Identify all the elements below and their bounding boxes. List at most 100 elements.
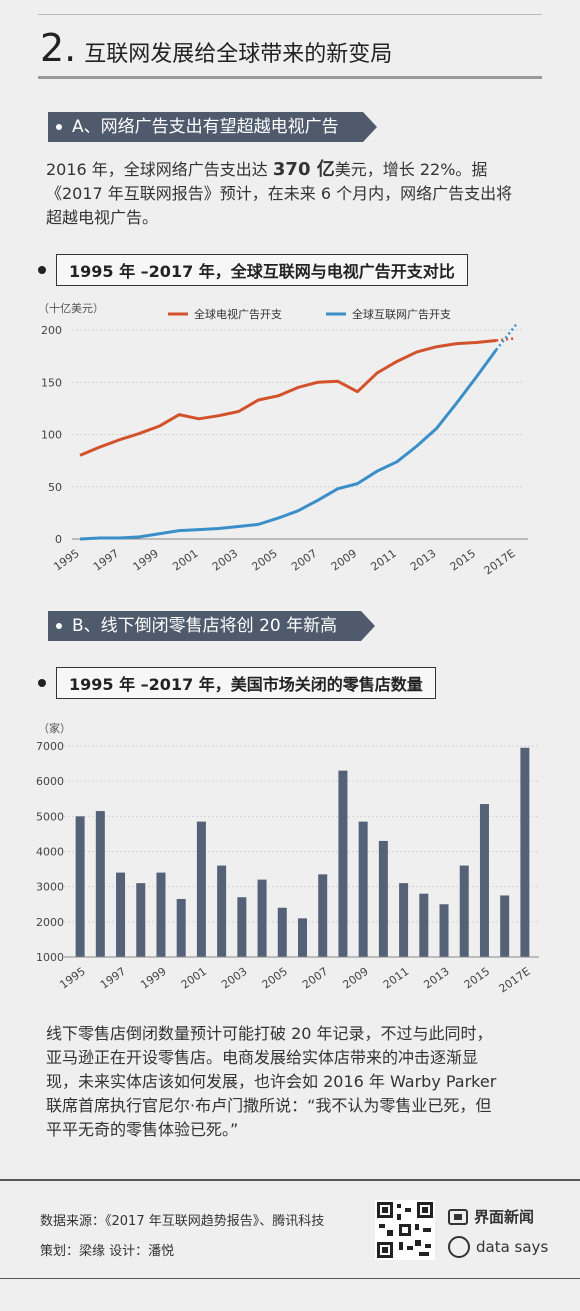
x-tick-label: 2003: [219, 965, 249, 992]
brand-name-2: data says: [476, 1238, 549, 1256]
brand-logo-datasays: data says: [448, 1236, 548, 1258]
bar: [237, 897, 247, 957]
paragraph-b-line: 现，未来实体店该如何发展，也许会如 2016 年 Warby Parker: [46, 1072, 497, 1091]
bar: [318, 874, 328, 957]
line-chart: （十亿美元） 0 50 100 150 200 1995 1997 1999 2001 2003 20…: [38, 301, 528, 578]
bar: [116, 872, 126, 957]
data-source: 数据来源：《2017 年互联网趋势报告》、腾讯科技: [40, 1214, 325, 1229]
series-projection-line: [496, 337, 517, 342]
y-tick-label: 7000: [36, 740, 64, 753]
x-tick-label: 2003: [210, 547, 240, 574]
x-tick-label: 1995: [51, 547, 81, 574]
bar: [358, 821, 368, 957]
bar: [439, 904, 449, 957]
series-projection-line: [495, 324, 517, 351]
paragraph-b: 线下零售店倒闭数量预计可能打破 20 年记录，不过与此同时， 亚马逊正在开设零售…: [46, 1022, 540, 1142]
x-tick-label: 2011: [368, 547, 398, 574]
x-tick-label: 1995: [57, 965, 87, 992]
x-tick-label: 2001: [179, 965, 209, 992]
legend-label: 全球互联网广告开支: [352, 307, 451, 321]
y-tick-label: 200: [41, 324, 62, 337]
x-tick-label: 2009: [340, 965, 370, 992]
x-tick-label: 2007: [289, 547, 319, 574]
x-tick-label: 2015: [462, 965, 492, 992]
bar: [399, 883, 409, 957]
x-tick-label: 1997: [98, 965, 128, 992]
bar: [257, 879, 267, 957]
y-axis-label: （家）: [38, 721, 71, 735]
subsection-tag-a: A、网络广告支出有望超越电视广告: [48, 112, 377, 142]
x-tick-label: 2017E: [482, 547, 518, 578]
x-tick-label: 2001: [170, 547, 200, 574]
datasays-logo-icon: [448, 1236, 470, 1258]
chart1-title: 1995 年 –2017 年，全球互联网与电视广告开支对比: [38, 254, 468, 286]
bar: [196, 821, 206, 957]
y-tick-label: 0: [55, 533, 62, 546]
bar-chart: （家） 1000 2000 3000 4000 5000 6000 7000 1995 1997 1…: [36, 721, 539, 996]
bar: [520, 747, 530, 957]
y-tick-label: 100: [41, 429, 62, 442]
paragraph-b-line: 亚马逊正在开设零售店。电商发展给实体店带来的冲击逐渐显: [46, 1048, 479, 1067]
bar: [378, 840, 388, 957]
x-tick-label: 2009: [329, 547, 359, 574]
paragraph-b-line: 联席首席执行官尼尔·布卢门撒所说：“我不认为零售业已死，但: [46, 1096, 492, 1115]
y-tick-label: 3000: [36, 881, 64, 894]
brand-logo-jiemian: 界面新闻: [448, 1206, 534, 1227]
section-rule: [38, 76, 542, 79]
y-tick-label: 150: [41, 376, 62, 389]
legend-label: 全球电视广告开支: [194, 307, 282, 321]
bar: [217, 865, 227, 957]
qr-code: [375, 1200, 435, 1260]
brand-name: 界面新闻: [474, 1208, 535, 1226]
paragraph-a: 2016 年，全球网络广告支出达 370 亿美元，增长 22%。据 《2017 …: [46, 158, 540, 230]
bar: [95, 811, 105, 957]
bar: [459, 865, 469, 957]
x-tick-label: 2013: [421, 965, 451, 992]
bar: [277, 907, 287, 957]
series-line: [79, 338, 497, 457]
section-number: 2.: [40, 26, 77, 70]
y-axis-label: （十亿美元）: [38, 301, 104, 315]
x-tick-label: 1999: [138, 965, 168, 992]
bullet-dot: [38, 266, 46, 274]
bullet-dot: [38, 679, 46, 687]
y-tick-label: 1000: [36, 951, 64, 964]
footer-divider-bottom: [0, 1278, 580, 1279]
chart1-title-text: 1995 年 –2017 年，全球互联网与电视广告开支对比: [56, 254, 468, 286]
credits: 策划：梁缘 设计：潘悦: [40, 1244, 175, 1259]
x-tick-label: 1999: [131, 547, 161, 574]
bar: [156, 872, 166, 957]
x-tick-label: 2015: [448, 547, 478, 574]
section-title: 互联网发展给全球带来的新变局: [84, 42, 393, 67]
paragraph-a-line2: 《2017 年互联网报告》预计，在未来 6 个月内，网络广告支出将: [46, 184, 513, 203]
subsection-tag-b: B、线下倒闭零售店将创 20 年新高: [48, 611, 376, 641]
x-tick-label: 2005: [250, 547, 280, 574]
top-divider: [38, 14, 542, 15]
chart2-title-text: 1995 年 –2017 年，美国市场关闭的零售店数量: [56, 667, 436, 699]
paragraph-b-line: 线下零售店倒闭数量预计可能打破 20 年记录，不过与此同时，: [46, 1024, 493, 1043]
x-tick-label: 2007: [300, 965, 330, 992]
series-line: [79, 348, 498, 541]
bar: [136, 883, 146, 957]
x-tick-label: 1997: [91, 547, 121, 574]
footer-divider-top: [0, 1179, 580, 1181]
paragraph-b-line: 平平无奇的零售体验已死。”: [46, 1120, 239, 1139]
bar: [419, 893, 429, 957]
y-tick-label: 50: [48, 481, 62, 494]
bar: [176, 898, 186, 957]
x-tick-label: 2005: [260, 965, 290, 992]
section-heading: 2. 互联网发展给全球带来的新变局: [40, 26, 392, 70]
x-tick-label: 2013: [408, 547, 438, 574]
bar: [298, 918, 307, 957]
bar: [479, 804, 489, 957]
bar: [500, 895, 510, 957]
jiemian-logo-icon: [448, 1208, 468, 1225]
bar: [75, 816, 85, 957]
y-tick-label: 2000: [36, 916, 64, 929]
y-tick-label: 4000: [36, 846, 64, 859]
chart2-title: 1995 年 –2017 年，美国市场关闭的零售店数量: [38, 667, 436, 699]
paragraph-a-line3: 超越电视广告。: [46, 208, 159, 227]
paragraph-a-line1: 2016 年，全球网络广告支出达 370 亿美元，增长 22%。据: [46, 159, 488, 180]
x-tick-label: 2017E: [497, 965, 533, 996]
x-tick-label: 2011: [381, 965, 411, 992]
